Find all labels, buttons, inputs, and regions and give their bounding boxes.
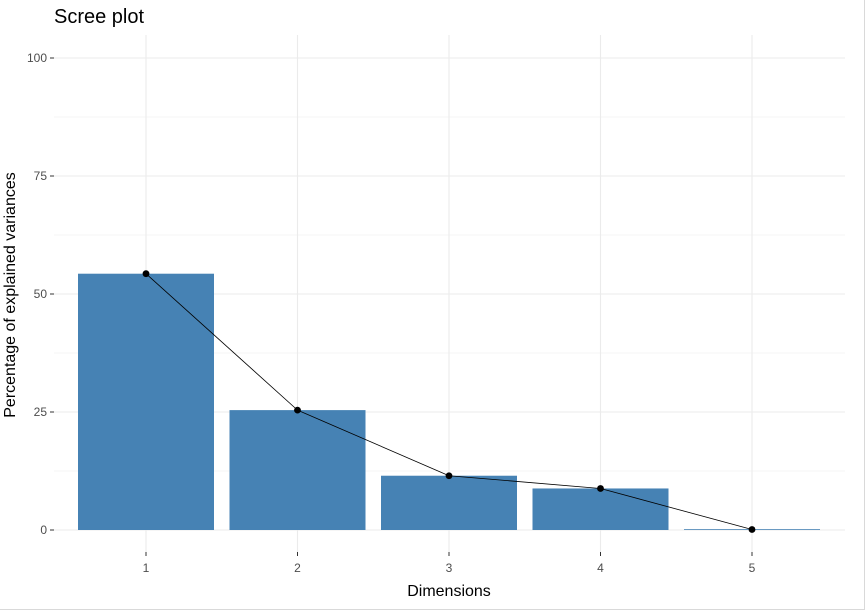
y-tick-label: 50 bbox=[34, 287, 48, 301]
y-tick-label: 0 bbox=[40, 523, 47, 537]
x-tick-label: 1 bbox=[143, 561, 150, 575]
data-point-dimension-4 bbox=[597, 485, 604, 492]
y-tick-label: 100 bbox=[27, 51, 47, 65]
data-point-dimension-5 bbox=[748, 526, 756, 533]
bar-dimension-4 bbox=[532, 488, 669, 530]
chart-title: Scree plot bbox=[54, 6, 144, 28]
x-tick-label: 3 bbox=[446, 561, 453, 575]
axis-layer: 0 25 50 75 100 1 2 3 4 5 bbox=[27, 51, 756, 575]
data-point-dimension-2 bbox=[294, 406, 301, 414]
line-layer bbox=[142, 270, 756, 533]
x-axis-label: Dimensions bbox=[407, 583, 491, 600]
y-axis-label: Percentage of explained variances bbox=[2, 172, 19, 418]
bar-dimension-1 bbox=[78, 273, 214, 530]
bar-dimension-2 bbox=[229, 410, 366, 530]
bar-dimension-3 bbox=[381, 475, 517, 530]
x-tick-label: 5 bbox=[749, 561, 756, 575]
series-line-segment bbox=[145, 273, 298, 411]
series-line-segment bbox=[600, 488, 753, 530]
x-tick-label: 4 bbox=[597, 561, 604, 575]
data-point-dimension-1 bbox=[142, 270, 150, 278]
y-tick-label: 25 bbox=[34, 405, 48, 419]
data-point-dimension-3 bbox=[445, 472, 453, 480]
bar-layer bbox=[78, 273, 820, 530]
x-tick-label: 2 bbox=[294, 561, 301, 575]
series-line-segment bbox=[297, 409, 450, 477]
series-line-segment bbox=[448, 475, 601, 489]
y-tick-label: 75 bbox=[34, 169, 48, 183]
